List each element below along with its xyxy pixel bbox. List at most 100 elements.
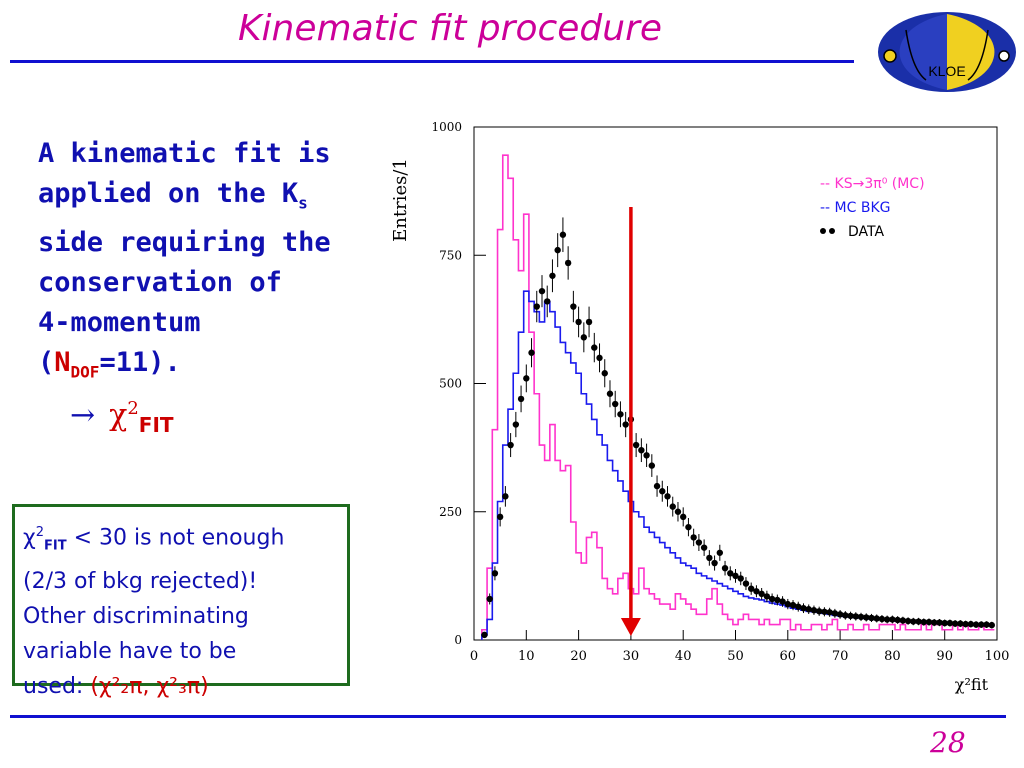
- data-point-31: [643, 452, 650, 459]
- slide-title: Kinematic fit procedure: [237, 8, 663, 49]
- chi-sup: 2: [127, 398, 139, 419]
- note-line-5-text: used:: [23, 673, 91, 699]
- note-line-1: χ2FIT < 30 is not enough: [23, 515, 347, 564]
- data-point-64: [815, 608, 823, 615]
- data-point-41: [695, 539, 703, 546]
- x-tick-label-0: 0: [470, 649, 478, 664]
- data-point-86: [931, 619, 938, 626]
- data-point-77: [883, 616, 891, 623]
- intro-line-3: side requiring the: [38, 227, 331, 259]
- data-point-94: [972, 621, 980, 628]
- data-point-82: [910, 618, 917, 625]
- intro-paren: (: [38, 347, 55, 379]
- x-tick-label-7: 70: [832, 649, 849, 664]
- data-point-1: [486, 595, 493, 603]
- legend-entry-0: -- KS→3π⁰ (MC): [820, 176, 925, 192]
- note-box: χ2FIT < 30 is not enough (2/3 of bkg rej…: [12, 504, 350, 699]
- x-axis-label: χ²fit: [955, 675, 989, 694]
- data-point-29: [632, 441, 640, 449]
- data-point-70: [847, 612, 854, 620]
- data-point-21: [591, 344, 598, 351]
- data-point-47: [727, 570, 734, 577]
- note-line-4: variable have to be: [23, 638, 237, 664]
- data-point-58: [784, 600, 791, 608]
- logo-text: KLOE: [928, 63, 965, 79]
- data-point-12: [544, 298, 551, 305]
- ndof-symbol: N: [54, 347, 71, 379]
- data-point-57: [779, 598, 786, 605]
- data-point-46: [721, 564, 729, 572]
- intro-text: A kinematic fit is applied on the Ks sid…: [38, 134, 338, 393]
- data-point-53: [758, 590, 765, 598]
- data-point-59: [789, 601, 797, 609]
- legend-dot-b: [829, 228, 835, 234]
- data-point-92: [962, 620, 969, 628]
- y-tick-label-3: 750: [439, 248, 462, 262]
- data-point-56: [774, 596, 781, 604]
- data-point-55: [768, 595, 776, 603]
- y-tick-label-2: 500: [439, 377, 462, 391]
- data-point-89: [946, 619, 954, 627]
- note-line-1-text: < 30 is not enough: [66, 525, 285, 551]
- data-point-95: [978, 621, 985, 628]
- ndof-value: =11).: [99, 347, 181, 379]
- data-point-68: [836, 611, 844, 618]
- data-point-33: [653, 482, 661, 490]
- data-point-85: [925, 618, 933, 626]
- data-point-45: [716, 549, 724, 556]
- data-point-65: [821, 608, 828, 615]
- chi-symbol: χ: [109, 398, 128, 433]
- page-number: 28: [930, 726, 966, 759]
- intro-line-1: A kinematic fit is: [38, 138, 331, 169]
- data-point-40: [690, 534, 697, 541]
- intro-line-5: 4-momentum: [38, 307, 201, 339]
- data-point-80: [899, 617, 907, 624]
- data-point-66: [826, 609, 833, 616]
- data-point-17: [570, 303, 577, 310]
- data-point-15: [559, 231, 567, 238]
- data-point-71: [852, 613, 859, 620]
- data-point-10: [533, 303, 540, 310]
- data-point-90: [951, 620, 959, 627]
- data-point-36: [669, 503, 676, 510]
- data-point-54: [763, 593, 771, 600]
- histogram-mc-bkg: [481, 290, 995, 640]
- legend: -- KS→3π⁰ (MC) -- MC BKG DATA: [820, 176, 925, 240]
- data-point-42: [700, 544, 708, 551]
- y-axis-label: Entries/1: [390, 158, 411, 242]
- data-point-79: [894, 616, 901, 624]
- x-tick-label-3: 30: [623, 649, 640, 664]
- chi2-fit-label: → χ2FIT: [70, 398, 174, 437]
- note-line-5: used: (χ²₂π, χ²₃π): [23, 669, 347, 704]
- kloe-logo: KLOE: [878, 12, 1016, 92]
- data-point-38: [680, 513, 687, 521]
- data-point-37: [674, 508, 682, 515]
- data-point-84: [920, 618, 927, 626]
- data-point-22: [596, 354, 603, 362]
- x-tick-label-5: 50: [727, 649, 744, 664]
- title-underline: [10, 60, 854, 63]
- data-point-67: [831, 610, 839, 617]
- data-point-34: [659, 488, 666, 495]
- data-point-32: [648, 462, 656, 469]
- data-point-62: [805, 606, 812, 613]
- data-point-49: [737, 575, 744, 582]
- footer-rule: [10, 715, 1006, 718]
- chi-sub: FIT: [138, 413, 174, 437]
- x-tick-label-9: 90: [936, 649, 953, 664]
- data-point-25: [612, 400, 619, 408]
- data-point-23: [601, 370, 608, 377]
- chi2-histogram-chart: Entries/1 χ²fit 0 10 20 30 40 50 60 70 80 90 10002…: [390, 120, 1009, 694]
- intro-line-4: conservation of: [38, 267, 282, 299]
- data-point-18: [575, 318, 582, 326]
- y-tick-label-1: 250: [439, 505, 462, 519]
- data-point-3: [496, 513, 504, 521]
- data-point-8: [523, 375, 530, 382]
- intro-line-2-sub: s: [298, 193, 308, 213]
- data-point-93: [967, 620, 975, 628]
- data-point-60: [795, 603, 802, 610]
- data-point-61: [800, 604, 807, 612]
- data-point-27: [622, 421, 629, 428]
- plot-frame: [473, 126, 998, 641]
